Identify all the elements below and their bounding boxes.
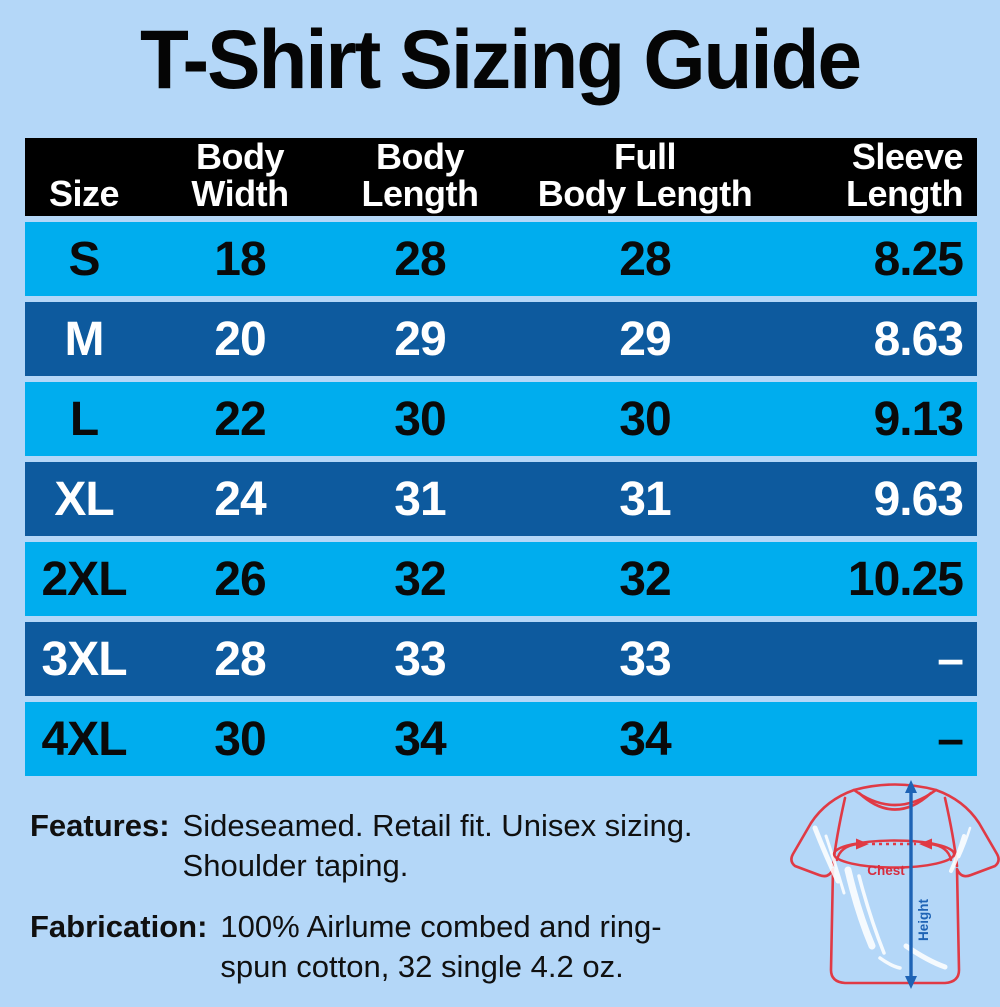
- features-text-line: Sideseamed. Retail fit. Unisex sizing.: [182, 808, 693, 843]
- cell-full-body-length: 32: [619, 552, 671, 606]
- cell-size: M: [64, 312, 105, 366]
- cell-full-body-length: 31: [619, 472, 671, 526]
- cell-full-body-length: 28: [619, 232, 671, 286]
- product-notes: Features: Sideseamed. Retail fit. Unisex…: [30, 806, 800, 1007]
- cell-body-width: 20: [214, 312, 266, 366]
- fabrication-text: 100% Airlume combed and ring- spun cotto…: [220, 907, 661, 988]
- cell-sleeve-length: 10.25: [847, 552, 964, 606]
- header-full-body-length: Full Body Length: [503, 138, 787, 220]
- table-row: 2XL 26 32 32 10.25: [25, 542, 977, 616]
- header-line: Length: [846, 173, 963, 215]
- cell-sleeve-length: 8.25: [873, 232, 964, 286]
- cell-body-width: 22: [214, 392, 266, 446]
- header-line: Size: [48, 173, 120, 215]
- cell-size: 3XL: [41, 632, 127, 686]
- tshirt-outline-icon: [790, 783, 1000, 985]
- cell-body-width: 30: [214, 712, 266, 766]
- cell-body-length: 34: [394, 712, 446, 766]
- cell-body-length: 30: [394, 392, 446, 446]
- header-body-length: Body Length: [337, 138, 503, 220]
- fabrication-note: Fabrication: 100% Airlume combed and rin…: [30, 907, 800, 988]
- cell-full-body-length: 30: [619, 392, 671, 446]
- fabrication-text-line: 100% Airlume combed and ring-: [220, 908, 662, 944]
- cell-size: 4XL: [41, 712, 127, 766]
- header-line: Sleeve: [851, 136, 964, 177]
- cell-sleeve-length: 9.63: [873, 472, 964, 526]
- header-line: Full: [614, 136, 676, 177]
- header-body-width: Body Width: [143, 138, 337, 220]
- tshirt-measurement-diagram: Chest Height: [790, 780, 1000, 989]
- cell-body-width: 24: [214, 472, 266, 526]
- cell-body-length: 28: [394, 232, 446, 286]
- features-label: Features:: [30, 808, 170, 843]
- height-measure-marks: Height: [905, 780, 931, 989]
- height-label: Height: [916, 898, 931, 941]
- cell-body-width: 18: [214, 232, 266, 286]
- cell-size: XL: [54, 472, 114, 526]
- table-header-row: Size Body Width Body Length Full Body Le…: [25, 138, 977, 216]
- table-row: XL 24 31 31 9.63: [25, 462, 977, 536]
- cell-full-body-length: 34: [619, 712, 671, 766]
- cell-body-length: 32: [394, 552, 446, 606]
- table-row: L 22 30 30 9.13: [25, 382, 977, 456]
- chest-measure-marks: Chest: [832, 838, 956, 878]
- features-text: Sideseamed. Retail fit. Unisex sizing. S…: [183, 806, 693, 887]
- table-row: 3XL 28 33 33 –: [25, 622, 977, 696]
- cell-size: L: [69, 392, 99, 446]
- cell-full-body-length: 33: [619, 632, 671, 686]
- cell-body-length: 33: [394, 632, 446, 686]
- fabrication-label: Fabrication:: [30, 908, 208, 944]
- header-line: Width: [191, 173, 289, 215]
- cell-body-width: 28: [214, 632, 266, 686]
- fabrication-text-line: spun cotton, 32 single 4.2 oz.: [220, 948, 624, 984]
- cell-size: 2XL: [41, 552, 127, 606]
- table-row: S 18 28 28 8.25: [25, 222, 977, 296]
- cell-sleeve-length: –: [937, 632, 964, 686]
- header-line: Length: [361, 173, 479, 215]
- header-line: Body: [376, 136, 465, 177]
- cell-body-length: 29: [394, 312, 446, 366]
- header-line: Body Length: [537, 173, 753, 215]
- cell-full-body-length: 29: [619, 312, 671, 366]
- table-row: M 20 29 29 8.63: [25, 302, 977, 376]
- cell-size: S: [68, 232, 100, 286]
- header-sleeve-length: Sleeve Length: [787, 138, 977, 220]
- chest-label: Chest: [867, 863, 905, 878]
- sizing-table: Size Body Width Body Length Full Body Le…: [25, 138, 977, 776]
- header-line: Body: [196, 136, 285, 177]
- page-title: T-Shirt Sizing Guide: [140, 13, 862, 106]
- cell-sleeve-length: 9.13: [873, 392, 964, 446]
- features-note: Features: Sideseamed. Retail fit. Unisex…: [30, 806, 800, 887]
- cell-sleeve-length: 8.63: [873, 312, 964, 366]
- cell-sleeve-length: –: [937, 712, 964, 766]
- cell-body-length: 31: [394, 472, 446, 526]
- header-size: Size: [25, 138, 143, 220]
- table-row: 4XL 30 34 34 –: [25, 702, 977, 776]
- features-text-line: Shoulder taping.: [182, 848, 409, 884]
- cell-body-width: 26: [214, 552, 266, 606]
